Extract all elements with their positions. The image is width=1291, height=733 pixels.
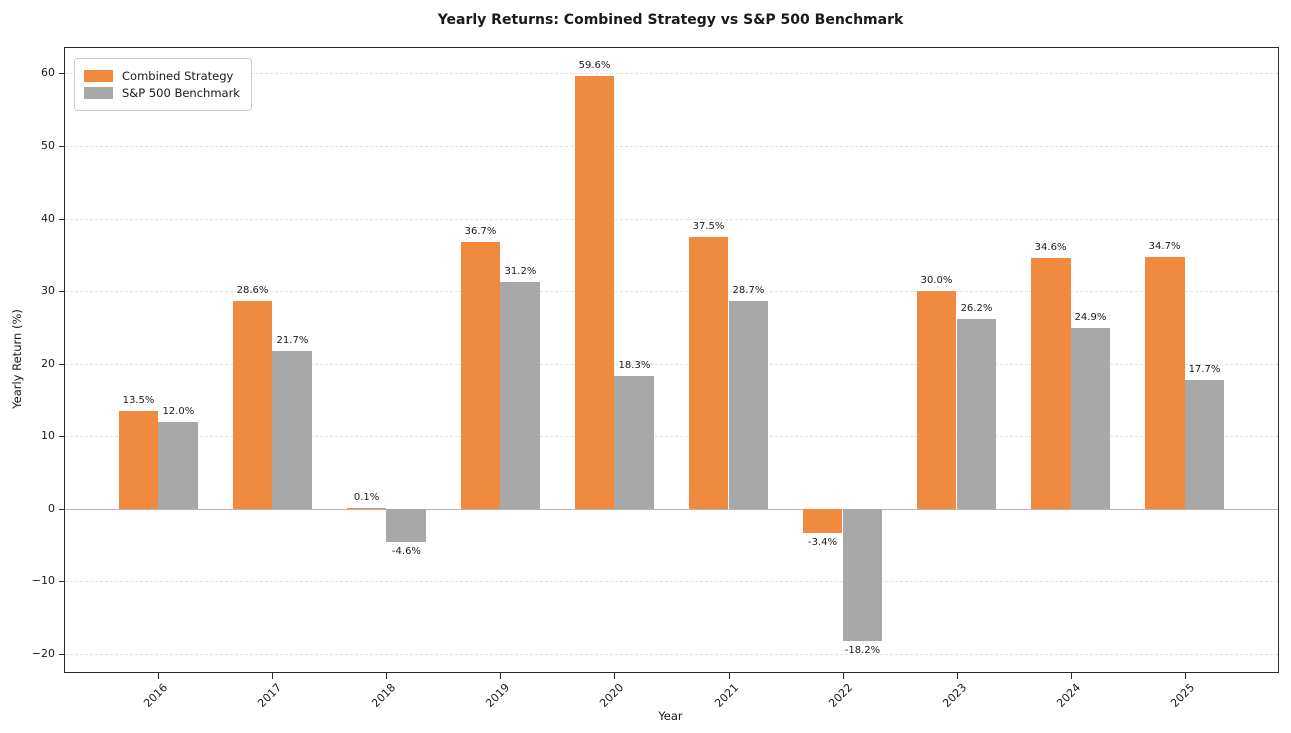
bar-combined-strategy: [460, 242, 501, 509]
bar-combined-strategy: [1144, 256, 1185, 509]
y-tick-label: 60: [41, 66, 55, 80]
zero-line: [65, 508, 1278, 510]
x-tick-mark: [272, 672, 274, 679]
sp500-benchmark-swatch-icon: [84, 87, 113, 99]
grid-line: [65, 291, 1278, 293]
grid-line: [65, 436, 1278, 438]
bar-value-label: 28.7%: [732, 284, 765, 296]
y-tick-label: 20: [41, 356, 55, 370]
bar-value-label: 31.2%: [504, 266, 537, 278]
bar-value-label: 30.0%: [920, 275, 953, 287]
legend-item-combined-strategy: Combined Strategy: [84, 69, 240, 83]
y-tick-mark: [59, 508, 65, 510]
combined-strategy-swatch-icon: [84, 70, 113, 82]
bar-sp500-benchmark: [272, 351, 313, 509]
grid-line: [65, 145, 1278, 147]
bar-sp500-benchmark: [956, 318, 997, 509]
y-tick-mark: [59, 291, 65, 293]
bar-combined-strategy: [118, 410, 159, 509]
grid-line: [65, 73, 1278, 75]
y-tick-mark: [59, 436, 65, 438]
y-tick-label: −20: [31, 646, 55, 660]
bar-value-label: 12.0%: [162, 405, 195, 417]
y-tick-label: 10: [41, 429, 55, 443]
y-tick-label: 30: [41, 284, 55, 298]
bar-value-label: 34.6%: [1034, 241, 1067, 253]
plot-area: Combined Strategy S&P 500 Benchmark −20 −1…: [32, 47, 1279, 710]
bar-sp500-benchmark: [386, 508, 427, 543]
x-tick-mark: [956, 672, 958, 679]
grid-line: [65, 363, 1278, 365]
bar-combined-strategy: [802, 508, 843, 534]
bar-value-label: 59.6%: [578, 60, 611, 72]
y-tick-mark: [59, 145, 65, 147]
bar-sp500-benchmark: [1184, 380, 1225, 509]
legend-label: Combined Strategy: [122, 69, 234, 83]
x-tick-mark: [386, 672, 388, 679]
bar-combined-strategy: [346, 508, 387, 510]
x-tick-mark: [842, 672, 844, 679]
y-tick-label: −10: [31, 574, 55, 588]
y-tick-mark: [59, 73, 65, 75]
bar-combined-strategy: [232, 301, 273, 509]
bar-sp500-benchmark: [158, 421, 199, 509]
x-tick-mark: [1184, 672, 1186, 679]
y-tick-mark: [59, 653, 65, 655]
bar-value-label: 13.5%: [122, 394, 155, 406]
grid-line: [65, 581, 1278, 583]
x-axis-label: Year: [658, 709, 683, 723]
bar-value-label: -4.6%: [391, 546, 421, 558]
bar-value-label: 28.6%: [236, 285, 269, 297]
bar-sp500-benchmark: [842, 508, 883, 641]
bar-combined-strategy: [916, 291, 957, 509]
bar-sp500-benchmark: [500, 282, 541, 509]
bar-value-label: -3.4%: [808, 537, 838, 549]
y-tick-mark: [59, 218, 65, 220]
legend-item-sp500-benchmark: S&P 500 Benchmark: [84, 86, 240, 100]
x-tick-mark: [1070, 672, 1072, 679]
bar-combined-strategy: [688, 236, 729, 509]
grid-line: [65, 218, 1278, 220]
legend: Combined Strategy S&P 500 Benchmark: [74, 58, 252, 111]
chart-title: Yearly Returns: Combined Strategy vs S&P…: [437, 12, 904, 28]
bar-value-label: 24.9%: [1074, 312, 1107, 324]
y-tick-label: 40: [41, 211, 55, 225]
bar-value-label: 37.5%: [692, 220, 725, 232]
bar-value-label: 36.7%: [464, 226, 497, 238]
bar-value-label: 0.1%: [353, 492, 380, 504]
bar-sp500-benchmark: [614, 375, 655, 509]
bar-value-label: 18.3%: [618, 359, 651, 371]
bar-value-label: 21.7%: [276, 335, 309, 347]
bar-value-label: 17.7%: [1188, 364, 1221, 376]
x-tick-mark: [728, 672, 730, 679]
x-tick-mark: [158, 672, 160, 679]
bar-value-label: 34.7%: [1148, 240, 1181, 252]
bar-combined-strategy: [574, 76, 615, 509]
x-tick-mark: [500, 672, 502, 679]
bar-value-label: -18.2%: [844, 644, 881, 656]
grid-line: [65, 653, 1278, 655]
bar-sp500-benchmark: [1070, 328, 1111, 509]
x-tick-mark: [614, 672, 616, 679]
y-tick-mark: [59, 581, 65, 583]
y-tick-label: 50: [41, 138, 55, 152]
bar-value-label: 26.2%: [960, 302, 993, 314]
bar-sp500-benchmark: [728, 300, 769, 509]
bar-combined-strategy: [1030, 257, 1071, 509]
y-tick-mark: [59, 363, 65, 365]
y-tick-label: 0: [48, 501, 55, 515]
legend-label: S&P 500 Benchmark: [122, 86, 240, 100]
